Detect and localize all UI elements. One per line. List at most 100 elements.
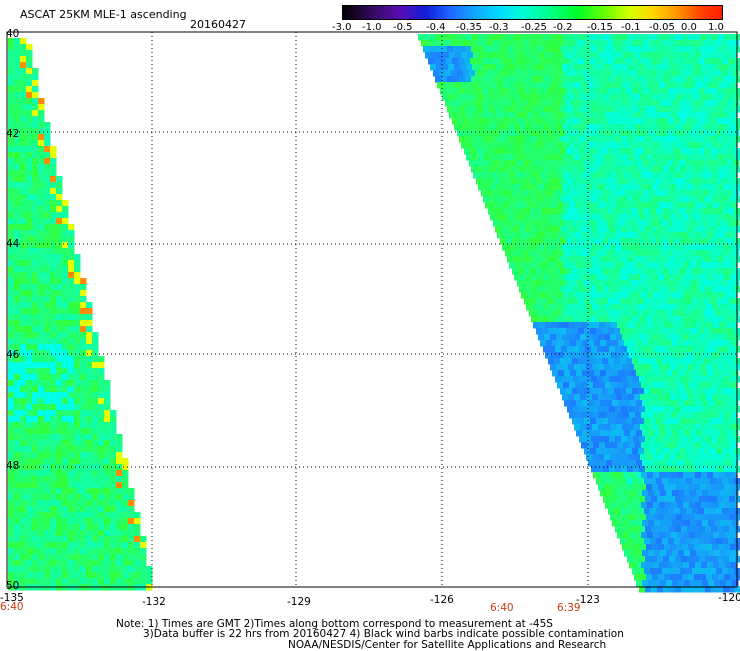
wind-cell xyxy=(672,370,679,377)
wind-cell xyxy=(681,526,688,533)
wind-cell xyxy=(68,356,75,363)
wind-cell xyxy=(556,94,563,101)
wind-cell xyxy=(513,196,520,203)
wind-cell xyxy=(668,508,675,515)
wind-cell xyxy=(44,122,51,129)
wind-cell xyxy=(32,236,39,243)
wind-cell xyxy=(653,82,660,89)
wind-cell xyxy=(32,518,39,525)
wind-cell xyxy=(717,556,724,563)
wind-cell xyxy=(718,484,725,491)
wind-cell xyxy=(698,388,705,395)
wind-cell xyxy=(640,64,647,71)
wind-cell xyxy=(603,46,610,53)
wind-cell xyxy=(725,112,732,119)
wind-cell xyxy=(26,170,33,177)
wind-cell xyxy=(14,524,21,531)
wind-cell xyxy=(62,494,69,501)
wind-cell xyxy=(644,358,651,365)
wind-cell xyxy=(501,136,508,143)
wind-cell xyxy=(659,322,666,329)
wind-cell xyxy=(116,458,123,465)
wind-cell xyxy=(655,190,662,197)
wind-cell xyxy=(704,448,711,455)
wind-cell xyxy=(488,148,495,155)
wind-cell xyxy=(673,250,680,257)
wind-cell xyxy=(682,124,689,131)
wind-cell xyxy=(592,334,599,341)
wind-cell xyxy=(640,424,647,431)
wind-cell xyxy=(724,94,731,101)
wind-cell xyxy=(579,256,586,263)
wind-cell xyxy=(56,560,63,567)
wind-cell xyxy=(685,100,692,107)
wind-cell xyxy=(633,166,640,173)
wind-cell xyxy=(68,482,75,489)
wind-cell xyxy=(44,572,51,579)
wind-cell xyxy=(62,506,69,513)
wind-cell xyxy=(639,496,646,503)
wind-cell xyxy=(632,388,639,395)
wind-cell xyxy=(678,340,685,347)
wind-cell xyxy=(527,232,534,239)
wind-cell xyxy=(688,94,695,101)
wind-cell xyxy=(20,122,27,129)
wind-cell xyxy=(682,454,689,461)
wind-cell xyxy=(44,224,51,231)
wind-cell xyxy=(644,328,651,335)
wind-cell xyxy=(14,578,21,585)
wind-cell xyxy=(676,184,683,191)
wind-cell xyxy=(611,232,618,239)
wind-cell xyxy=(701,112,708,119)
wind-cell xyxy=(527,82,534,89)
wind-cell xyxy=(732,370,739,377)
wind-cell xyxy=(728,538,735,545)
wind-cell xyxy=(519,166,526,173)
wind-cell xyxy=(116,566,123,573)
wind-cell xyxy=(724,124,731,131)
wind-cell xyxy=(80,308,87,315)
wind-cell xyxy=(732,550,739,557)
wind-cell xyxy=(730,64,737,71)
wind-cell xyxy=(699,376,706,383)
wind-cell xyxy=(489,106,496,113)
wind-cell xyxy=(482,58,489,65)
wind-cell xyxy=(627,76,634,83)
wind-cell xyxy=(62,452,69,459)
wind-cell xyxy=(86,524,93,531)
wind-cell xyxy=(656,358,663,365)
wind-cell xyxy=(641,412,648,419)
wind-cell xyxy=(605,292,612,299)
wind-cell xyxy=(513,256,520,263)
wind-cell xyxy=(705,166,712,173)
wind-cell xyxy=(68,308,75,315)
wind-cell xyxy=(44,278,51,285)
wind-cell xyxy=(718,574,725,581)
wind-cell xyxy=(583,40,590,47)
wind-cell xyxy=(724,394,731,401)
wind-cell xyxy=(662,148,669,155)
wind-cell xyxy=(518,208,525,215)
wind-cell xyxy=(706,184,713,191)
wind-cell xyxy=(74,320,81,327)
wind-cell xyxy=(714,490,721,497)
wind-cell xyxy=(38,404,45,411)
wind-cell xyxy=(652,244,659,251)
wind-cell xyxy=(642,370,649,377)
wind-cell xyxy=(460,124,467,131)
wind-cell xyxy=(704,418,711,425)
wind-cell xyxy=(598,94,605,101)
wind-cell xyxy=(631,40,638,47)
wind-cell xyxy=(68,548,75,555)
wind-cell xyxy=(694,94,701,101)
wind-cell xyxy=(80,482,87,489)
wind-cell xyxy=(38,542,45,549)
wind-cell xyxy=(616,154,623,161)
wind-cell xyxy=(726,460,733,467)
wind-cell xyxy=(728,268,735,275)
wind-cell xyxy=(590,388,597,395)
wind-cell xyxy=(665,232,672,239)
wind-cell xyxy=(110,410,117,417)
wind-cell xyxy=(665,112,672,119)
wind-cell xyxy=(104,536,111,543)
